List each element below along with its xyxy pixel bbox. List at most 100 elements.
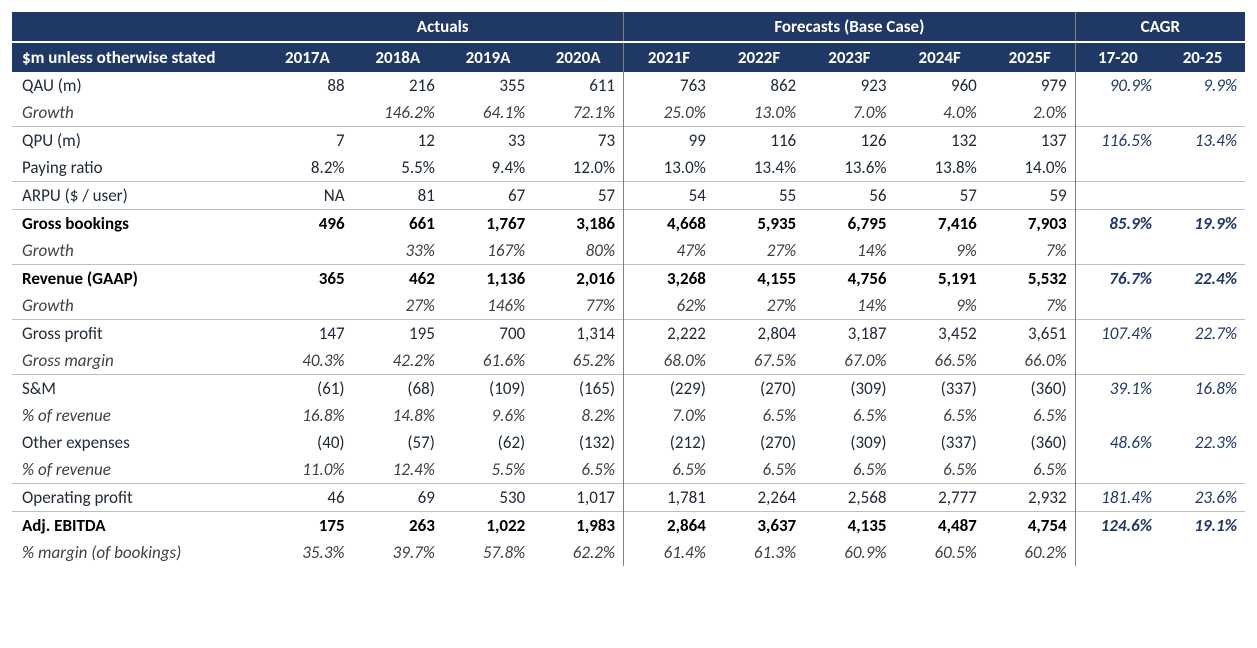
cagr-cell: 107.4% <box>1075 320 1160 348</box>
table-row: % of revenue11.0%12.4%5.5%6.5%6.5%6.5%6.… <box>12 456 1245 484</box>
data-cell: 9.4% <box>443 154 533 182</box>
data-cell: 27% <box>714 292 804 320</box>
data-cell: 1,983 <box>533 512 623 540</box>
data-cell: (40) <box>262 429 352 456</box>
data-cell: 62% <box>624 292 714 320</box>
header-corner-blank <box>12 12 262 42</box>
data-cell: (212) <box>624 429 714 456</box>
data-cell: 1,314 <box>533 320 623 348</box>
header-year: 2018A <box>353 42 443 72</box>
cagr-cell <box>1075 292 1160 320</box>
data-cell: 263 <box>353 512 443 540</box>
cagr-cell <box>1160 237 1245 265</box>
cagr-cell <box>1160 99 1245 127</box>
data-cell: 5,532 <box>985 265 1075 293</box>
data-cell: 132 <box>895 127 985 155</box>
table-row: Gross margin40.3%42.2%61.6%65.2%68.0%67.… <box>12 347 1245 375</box>
data-cell: 6.5% <box>804 456 894 484</box>
cagr-cell <box>1075 347 1160 375</box>
row-label: QAU (m) <box>12 72 262 99</box>
cagr-cell <box>1160 347 1245 375</box>
data-cell: 80% <box>533 237 623 265</box>
data-cell <box>262 99 352 127</box>
table-row: ARPU ($ / user)NA8167575455565759 <box>12 182 1245 210</box>
header-year: 2024F <box>895 42 985 72</box>
table-row: Growth27%146%77%62%27%14%9%7% <box>12 292 1245 320</box>
data-cell: 2.0% <box>985 99 1075 127</box>
data-cell: 700 <box>443 320 533 348</box>
data-cell: 1,136 <box>443 265 533 293</box>
data-cell: 2,222 <box>624 320 714 348</box>
data-cell: 12.4% <box>353 456 443 484</box>
row-label: Gross margin <box>12 347 262 375</box>
row-label: % margin (of bookings) <box>12 539 262 566</box>
data-cell: 67.5% <box>714 347 804 375</box>
header-year: 2022F <box>714 42 804 72</box>
data-cell: 4,754 <box>985 512 1075 540</box>
header-group-actuals: Actuals <box>262 12 623 42</box>
data-cell: 60.9% <box>804 539 894 566</box>
data-cell: 2,016 <box>533 265 623 293</box>
data-cell: 7,416 <box>895 210 985 238</box>
row-label: Gross bookings <box>12 210 262 238</box>
data-cell: 9% <box>895 237 985 265</box>
data-cell: 12.0% <box>533 154 623 182</box>
data-cell: 69 <box>353 484 443 512</box>
table-row: QPU (m)712337399116126132137116.5%13.4% <box>12 127 1245 155</box>
cagr-cell <box>1075 99 1160 127</box>
data-cell: 9.6% <box>443 402 533 429</box>
data-cell: 61.6% <box>443 347 533 375</box>
data-cell: (270) <box>714 375 804 403</box>
data-cell: 60.5% <box>895 539 985 566</box>
data-cell: 13.0% <box>624 154 714 182</box>
table-row: S&M(61)(68)(109)(165)(229)(270)(309)(337… <box>12 375 1245 403</box>
data-cell: 65.2% <box>533 347 623 375</box>
cagr-cell <box>1160 154 1245 182</box>
data-cell: 126 <box>804 127 894 155</box>
data-cell: 6.5% <box>533 456 623 484</box>
data-cell: 1,017 <box>533 484 623 512</box>
cagr-cell: 124.6% <box>1075 512 1160 540</box>
header-year: 2019A <box>443 42 533 72</box>
data-cell: 3,186 <box>533 210 623 238</box>
data-cell: 62.2% <box>533 539 623 566</box>
data-cell: 60.2% <box>985 539 1075 566</box>
row-label: ARPU ($ / user) <box>12 182 262 210</box>
data-cell: 7% <box>985 292 1075 320</box>
data-cell: 3,452 <box>895 320 985 348</box>
data-cell: 33% <box>353 237 443 265</box>
data-cell: 8.2% <box>262 154 352 182</box>
data-cell: 146.2% <box>353 99 443 127</box>
data-cell: (360) <box>985 429 1075 456</box>
data-cell: 33 <box>443 127 533 155</box>
data-cell: 14.8% <box>353 402 443 429</box>
data-cell: (229) <box>624 375 714 403</box>
data-cell: 147 <box>262 320 352 348</box>
data-cell: 116 <box>714 127 804 155</box>
cagr-cell: 22.3% <box>1160 429 1245 456</box>
data-cell: 2,932 <box>985 484 1075 512</box>
data-cell: 64.1% <box>443 99 533 127</box>
cagr-cell <box>1075 182 1160 210</box>
data-cell: 66.0% <box>985 347 1075 375</box>
data-cell: 1,781 <box>624 484 714 512</box>
cagr-cell: 19.9% <box>1160 210 1245 238</box>
data-cell: (309) <box>804 429 894 456</box>
data-cell: (270) <box>714 429 804 456</box>
cagr-cell: 181.4% <box>1075 484 1160 512</box>
data-cell: 862 <box>714 72 804 99</box>
data-cell: 6.5% <box>714 456 804 484</box>
cagr-cell <box>1160 182 1245 210</box>
table-row: Growth33%167%80%47%27%14%9%7% <box>12 237 1245 265</box>
data-cell: 2,777 <box>895 484 985 512</box>
data-cell: 47% <box>624 237 714 265</box>
data-cell: 4,135 <box>804 512 894 540</box>
data-cell: NA <box>262 182 352 210</box>
row-label: Adj. EBITDA <box>12 512 262 540</box>
data-cell: 14% <box>804 237 894 265</box>
data-cell: 216 <box>353 72 443 99</box>
table-row: Operating profit46695301,0171,7812,2642,… <box>12 484 1245 512</box>
cagr-cell <box>1160 539 1245 566</box>
header-cagr-col: 17-20 <box>1075 42 1160 72</box>
data-cell: 7% <box>985 237 1075 265</box>
